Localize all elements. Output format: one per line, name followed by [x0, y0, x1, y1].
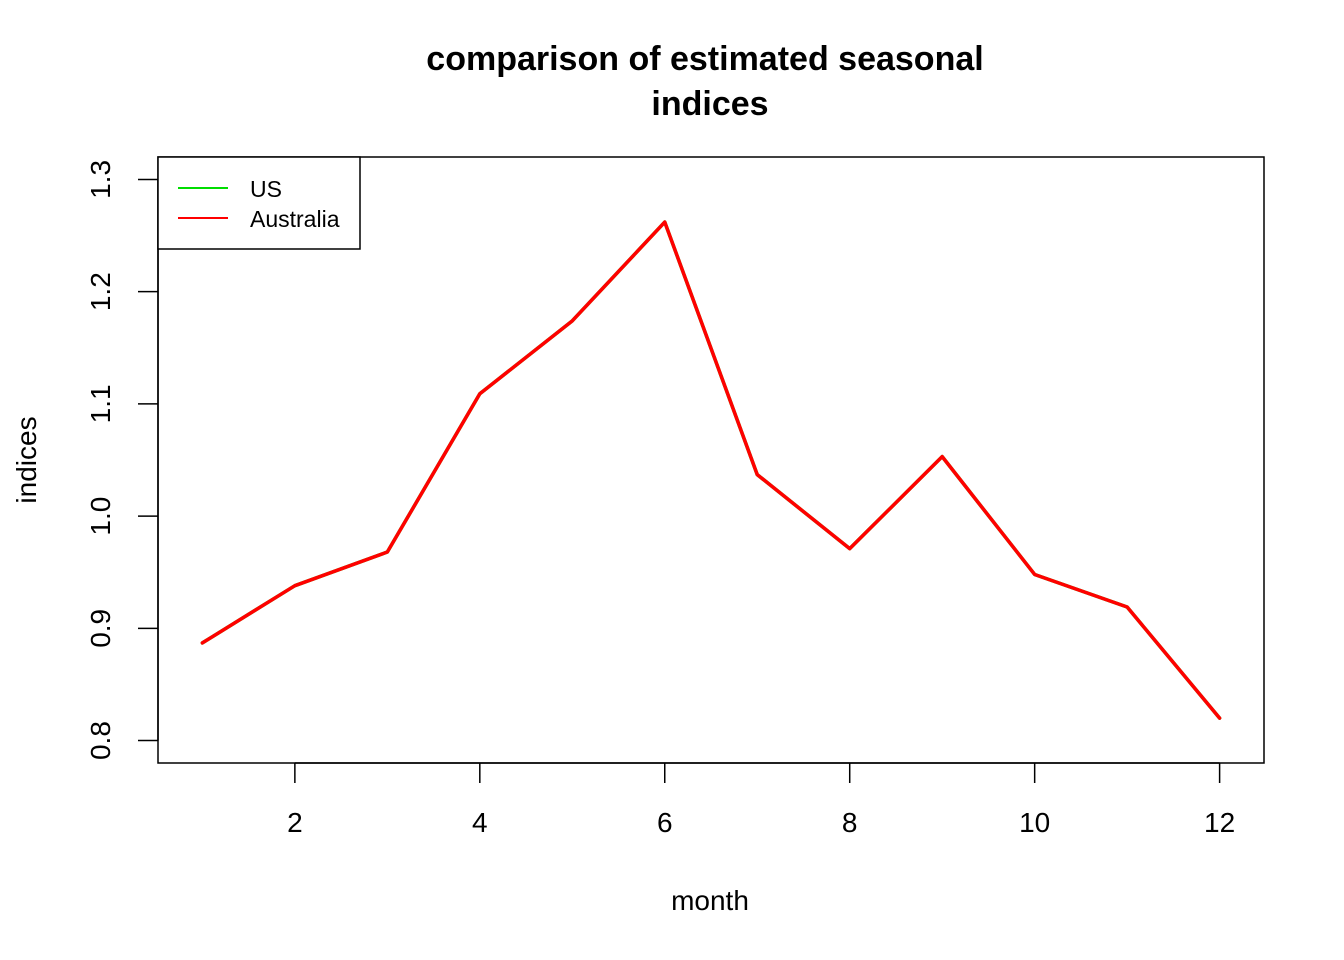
y-tick-label: 1.2 — [85, 272, 116, 311]
x-tick-label: 10 — [1019, 807, 1050, 838]
x-tick-label: 2 — [287, 807, 303, 838]
x-tick-label: 4 — [472, 807, 488, 838]
series-line-us — [200, 220, 1222, 720]
x-tick-label: 6 — [657, 807, 673, 838]
y-tick-label: 0.8 — [85, 721, 116, 760]
chart-title-line-2: indices — [651, 85, 768, 123]
legend-box — [157, 156, 361, 250]
y-axis: 0.8 0.9 1.0 1.1 1.2 1.3 — [85, 160, 159, 760]
x-axis: 2 4 6 8 10 12 — [287, 762, 1235, 838]
y-tick-label: 0.9 — [85, 609, 116, 648]
y-tick-label: 1.3 — [85, 160, 116, 199]
legend-label-us: US — [250, 176, 282, 202]
legend: US Australia — [157, 156, 361, 250]
y-axis-label: indices — [11, 416, 42, 503]
x-axis-label: month — [671, 885, 749, 916]
legend-label-australia: Australia — [250, 206, 340, 232]
chart-title-line-1: comparison of estimated seasonal — [426, 40, 983, 78]
x-tick-label: 12 — [1204, 807, 1235, 838]
y-tick-label: 1.1 — [85, 384, 116, 423]
x-tick-label: 8 — [842, 807, 858, 838]
y-tick-label: 1.0 — [85, 497, 116, 536]
series-layer — [200, 220, 1222, 720]
series-line-australia — [200, 220, 1222, 720]
